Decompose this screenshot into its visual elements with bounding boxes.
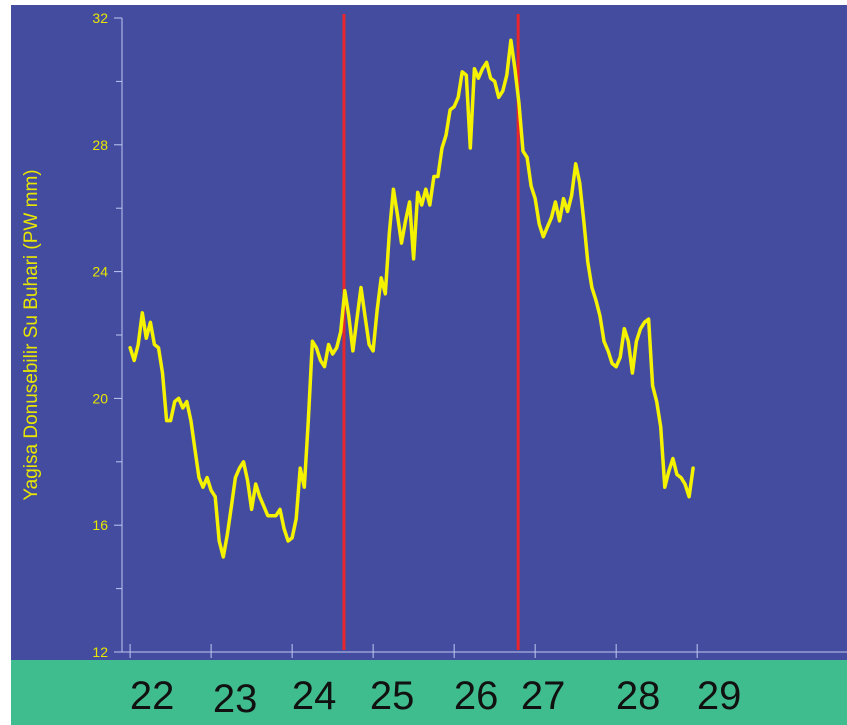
series-line — [128, 38, 695, 559]
series-group — [128, 38, 695, 559]
x-tick-label: 27 — [521, 674, 566, 718]
x-tick-label: 28 — [616, 674, 661, 718]
y-tick-label: 28 — [92, 137, 108, 153]
x-tick-label: 24 — [292, 674, 337, 718]
y-axis-label: Yagisa Donusebilir Su Buhari (PW mm) — [21, 169, 42, 500]
x-tick-label: 25 — [370, 674, 415, 718]
y-tick-label: 20 — [92, 390, 108, 406]
y-tick-label: 16 — [92, 517, 108, 533]
x-axis-ticks: 22 23 24 25 26 27 28 29 — [129, 644, 742, 721]
y-tick-label: 12 — [92, 644, 108, 660]
x-tick-label: 23 — [213, 677, 258, 721]
plot-background — [11, 5, 847, 660]
x-tick-label: 29 — [697, 674, 742, 718]
y-axis-ticks: 12 16 20 24 28 32 — [92, 10, 122, 660]
x-tick-label: 26 — [454, 674, 499, 718]
x-axis-band — [11, 660, 847, 725]
y-tick-label: 24 — [92, 264, 108, 280]
event-lines — [342, 14, 520, 650]
y-tick-label: 32 — [92, 10, 108, 26]
x-tick-label: 22 — [130, 674, 175, 718]
